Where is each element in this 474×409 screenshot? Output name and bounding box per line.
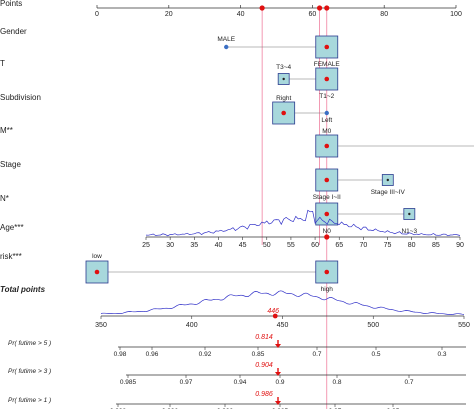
age-tick-label: 35 (190, 242, 198, 249)
total-points-value-label: 446 (267, 308, 279, 315)
probability-tick-label: 0.7 (404, 379, 413, 386)
points-tick-label: 20 (165, 11, 173, 18)
probability-label: Pr( futime > 5 ) (8, 340, 51, 347)
total-points-tick-label: 400 (186, 322, 198, 329)
probability-tick-label: 0.85 (252, 351, 265, 358)
level-marker (94, 269, 100, 275)
level-label: M0 (322, 128, 331, 135)
probability-arrow-head (275, 372, 281, 376)
level-marker (408, 212, 411, 216)
level-point (224, 44, 229, 50)
level-label: Right (276, 95, 291, 102)
level-label: N0 (323, 228, 332, 235)
level-label: T1~2 (319, 93, 334, 100)
variable-label: T (0, 59, 5, 68)
variable-label: Age*** (0, 223, 24, 232)
age-tick-label: 85 (432, 242, 440, 249)
variable-label: Gender (0, 27, 27, 36)
probability-tick-label: 0.5 (371, 351, 380, 358)
variable-label: N* (0, 194, 9, 203)
level-marker (324, 44, 330, 50)
age-tick-label: 75 (384, 242, 392, 249)
level-point (324, 110, 329, 116)
age-tick-label: 60 (311, 242, 319, 249)
age-tick-label: 25 (142, 242, 150, 249)
points-tick-label: 60 (309, 11, 317, 18)
points-axis-marker (259, 5, 265, 11)
probability-tick-label: 0.92 (199, 351, 212, 358)
level-label: high (321, 286, 334, 293)
level-label: Left (321, 117, 332, 124)
level-label: Stage I~II (313, 194, 341, 201)
probability-tick-label: 0.94 (234, 379, 247, 386)
level-label: FEMALE (314, 61, 341, 68)
variable-label: M** (0, 126, 13, 135)
probability-tick-label: 0.9 (275, 379, 284, 386)
probability-arrow-head (275, 344, 281, 348)
age-tick-label: 30 (166, 242, 174, 249)
probability-tick-label: 0.8 (332, 379, 341, 386)
points-tick-label: 40 (237, 11, 245, 18)
level-label: N1~3 (401, 228, 417, 235)
variable-label: risk*** (0, 252, 22, 261)
age-tick-label: 50 (263, 242, 271, 249)
age-tick-label: 90 (456, 242, 464, 249)
probability-tick-label: 0.3 (437, 351, 446, 358)
level-marker (282, 77, 285, 81)
total-points-label: Total points (0, 285, 46, 294)
probability-arrow-head (275, 401, 281, 405)
level-label: T3~4 (276, 64, 291, 71)
points-tick-label: 80 (380, 11, 388, 18)
level-marker (386, 178, 389, 182)
total-points-tick-label: 500 (367, 322, 379, 329)
total-points-tick-label: 350 (95, 322, 107, 329)
level-marker (324, 76, 330, 82)
age-tick-label: 45 (239, 242, 247, 249)
probability-tick-label: 0.97 (180, 379, 193, 386)
age-tick-label: 80 (408, 242, 416, 249)
total-points-tick-label: 550 (458, 322, 470, 329)
probability-value-label: 0.814 (255, 334, 273, 341)
total-points-density-curve (100, 290, 465, 315)
age-tick-label: 55 (287, 242, 295, 249)
age-marker (324, 234, 330, 240)
probability-tick-label: 0.985 (120, 379, 137, 386)
total-points-marker (272, 313, 278, 319)
points-axis-label: Points (0, 0, 22, 8)
probability-label: Pr( futime > 3 ) (8, 368, 51, 375)
probability-value-label: 0.986 (255, 391, 273, 398)
probability-tick-label: 0.7 (312, 351, 321, 358)
level-marker (324, 177, 330, 183)
variable-label: Stage (0, 160, 21, 169)
age-density-curve (145, 209, 461, 237)
age-tick-label: 70 (359, 242, 367, 249)
points-tick-label: 0 (95, 11, 99, 18)
level-marker (324, 211, 330, 217)
probability-tick-label: 0.96 (146, 351, 159, 358)
total-points-tick-label: 450 (277, 322, 289, 329)
points-axis-marker (324, 5, 330, 11)
level-label: Stage III~IV (371, 189, 406, 196)
variable-label: Subdivision (0, 93, 41, 102)
probability-tick-label: 0.98 (114, 351, 127, 358)
points-tick-label: 100 (450, 11, 462, 18)
level-marker (324, 143, 330, 149)
level-label: low (92, 253, 102, 260)
level-marker (324, 269, 330, 275)
level-marker (281, 110, 286, 116)
level-label: MALE (217, 36, 235, 43)
probability-value-label: 0.904 (255, 362, 273, 369)
age-tick-label: 40 (215, 242, 223, 249)
points-axis-marker (316, 5, 323, 11)
probability-label: Pr( futime > 1 ) (8, 397, 51, 404)
age-tick-label: 65 (335, 242, 343, 249)
